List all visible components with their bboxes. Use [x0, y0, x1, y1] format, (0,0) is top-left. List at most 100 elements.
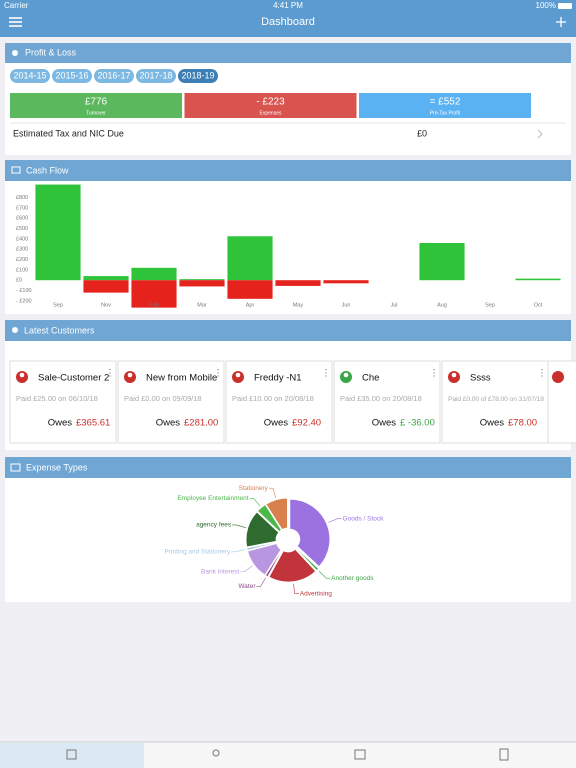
pie-label: Printing and Stationery: [165, 548, 232, 555]
customer-card[interactable]: [225, 360, 333, 444]
year-label: 2014-15: [13, 70, 46, 80]
customer-name: New from Mobile: [146, 373, 217, 384]
chevron[interactable]: [537, 129, 543, 139]
bar: [227, 280, 273, 299]
customer-icon-head: [235, 372, 241, 378]
customer-name: Freddy -N1: [254, 373, 302, 384]
bar: [131, 267, 177, 281]
battery-icon: [558, 3, 572, 9]
customer-card[interactable]: [333, 360, 441, 444]
customer-icon: [552, 371, 564, 383]
y-tick-label: £300: [16, 247, 28, 253]
customer-name: Sale-Customer 2: [38, 373, 109, 384]
panel-header: [5, 320, 571, 341]
bar: [83, 276, 129, 281]
pie-slice: [289, 498, 331, 568]
bar: [323, 280, 369, 284]
x-tick-label: Jul: [390, 302, 397, 308]
owes-label: Owes: [48, 418, 73, 429]
menu-dots[interactable]: ⋮: [322, 367, 331, 377]
leader-line: [328, 518, 342, 523]
leader-line: [249, 498, 261, 507]
pie-slice: [295, 547, 320, 572]
customer-card[interactable]: [9, 360, 117, 444]
pie-label: agency fees: [196, 522, 232, 529]
menu-dots[interactable]: ⋮: [538, 367, 547, 377]
add-button[interactable]: [556, 17, 566, 27]
customer-paid: Paid £0.00 on 09/09/18: [124, 394, 202, 403]
pie-label: Goods / Stock: [343, 515, 385, 522]
pie-slice: [257, 504, 282, 533]
tab-icon[interactable]: [499, 748, 509, 761]
leader-line: [232, 524, 246, 529]
summary-card: [184, 93, 357, 118]
summary-value: £776: [85, 97, 108, 108]
year-pill[interactable]: [52, 69, 92, 83]
pie-slice: [264, 549, 283, 578]
clock: 4:41 PM: [273, 1, 303, 10]
panel-icon: [11, 166, 21, 174]
summary-label: Expenses: [260, 110, 282, 116]
bar: [35, 184, 81, 281]
panel-header: [5, 160, 571, 181]
panel-icon: [12, 327, 18, 333]
menu-dots[interactable]: ⋮: [106, 367, 115, 377]
bar: [515, 278, 561, 281]
year-pill[interactable]: [178, 69, 218, 83]
panel-title: Profit & Loss: [25, 47, 77, 57]
year-pill[interactable]: [10, 69, 50, 83]
tab-icon[interactable]: [354, 749, 366, 760]
pie-slice: [247, 543, 282, 576]
owes-label: Owes: [264, 418, 289, 429]
bar: [227, 236, 273, 281]
summary-label: Turnover: [86, 110, 106, 116]
y-tick-label: £800: [16, 195, 28, 201]
menu-dots[interactable]: ⋮: [430, 367, 439, 377]
pie-slice: [268, 548, 317, 583]
customer-card[interactable]: [117, 360, 225, 444]
panel-title: Expense Types: [26, 462, 88, 472]
pie-label: Another goods: [331, 575, 374, 582]
pie-label: Water: [238, 583, 256, 590]
tab-selected[interactable]: [0, 743, 144, 768]
year-pill[interactable]: [136, 69, 176, 83]
owes-label: Owes: [480, 418, 505, 429]
bar: [179, 280, 225, 287]
tab-icon[interactable]: [66, 749, 77, 760]
pie-label: Stationery: [239, 485, 269, 492]
carrier: Carrier: [4, 1, 29, 10]
summary-value: = £552: [430, 97, 461, 108]
y-tick-label: £700: [16, 205, 28, 211]
year-label: 2015-16: [55, 70, 88, 80]
leader-line: [318, 570, 331, 579]
year-label: 2017-18: [139, 70, 172, 80]
leader-line: [268, 487, 277, 498]
menu-dots[interactable]: ⋮: [214, 367, 223, 377]
bar: [275, 280, 321, 286]
leader-line: [256, 577, 266, 587]
customer-card[interactable]: [441, 360, 549, 444]
panel-icon: [12, 50, 18, 56]
y-tick-label: - £200: [16, 298, 32, 304]
year-pill[interactable]: [94, 69, 134, 83]
summary-value: - £223: [256, 97, 285, 108]
y-tick-label: £100: [16, 267, 28, 273]
tax-label: Estimated Tax and NIC Due: [13, 128, 124, 138]
y-tick-label: - £100: [16, 288, 32, 294]
x-tick-label: Sep: [485, 302, 495, 308]
tab-icon[interactable]: [212, 749, 220, 757]
x-tick-label: Sep: [53, 302, 63, 308]
menu-button[interactable]: [9, 17, 22, 27]
owes-value: £365.61: [76, 418, 110, 429]
customer-paid: Paid £10.00 on 20/08/18: [232, 394, 314, 403]
bar: [83, 280, 129, 293]
customer-name: Ssss: [470, 373, 491, 384]
pie-slice: [246, 541, 277, 551]
nav-title: Dashboard: [261, 16, 315, 28]
y-tick-label: £200: [16, 257, 28, 263]
pie-label: Advertising: [300, 590, 333, 597]
x-tick-label: Apr: [246, 302, 255, 308]
panel-title: Latest Customers: [24, 325, 95, 335]
bar: [179, 279, 225, 281]
